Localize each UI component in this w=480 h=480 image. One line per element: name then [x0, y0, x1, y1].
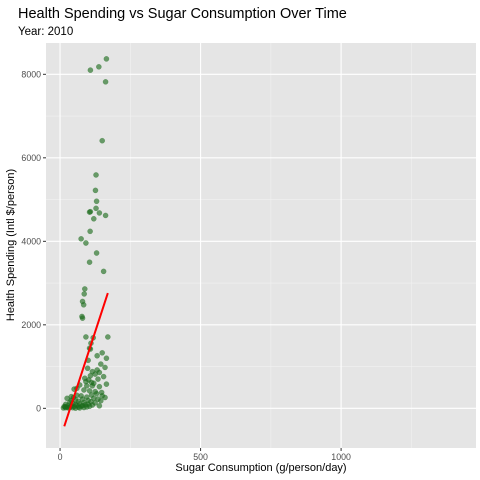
data-point	[84, 383, 90, 389]
data-point	[93, 198, 100, 204]
data-point	[105, 334, 111, 340]
data-point	[102, 79, 109, 85]
data-point	[87, 208, 94, 215]
data-point	[91, 216, 97, 222]
data-point	[87, 228, 93, 235]
x-axis-ticks: 0 500 1000	[58, 448, 351, 462]
data-point	[96, 383, 103, 390]
data-point	[103, 355, 110, 361]
data-point	[83, 334, 89, 340]
data-point	[93, 172, 99, 178]
data-point	[95, 376, 101, 382]
data-point	[80, 302, 87, 308]
x-tick-label: 1000	[331, 452, 351, 462]
data-point	[102, 394, 108, 401]
data-point	[87, 67, 94, 73]
data-point	[96, 210, 103, 216]
data-point	[93, 390, 100, 397]
data-point	[98, 398, 104, 404]
data-point	[103, 381, 110, 387]
y-tick-label: 6000	[21, 153, 41, 163]
data-point	[99, 350, 105, 356]
data-point	[72, 405, 79, 411]
y-axis-ticks: 0 2000 4000 6000 8000	[21, 69, 46, 413]
trend-line-group	[63, 292, 109, 427]
chart-title: Health Spending vs Sugar Consumption Ove…	[18, 6, 347, 22]
data-point	[98, 361, 104, 367]
data-point	[82, 286, 88, 292]
data-point	[102, 364, 108, 371]
y-tick-label: 0	[36, 403, 41, 413]
y-tick-label: 8000	[21, 69, 41, 79]
data-point	[79, 315, 86, 321]
data-point	[83, 240, 89, 246]
grid-major	[46, 43, 476, 448]
data-point	[94, 352, 100, 359]
data-point	[84, 365, 91, 372]
y-tick-label: 2000	[21, 320, 41, 330]
data-point	[81, 291, 87, 297]
data-point	[93, 205, 99, 212]
trend-line	[63, 292, 109, 427]
grid-minor	[46, 43, 476, 448]
data-point	[103, 56, 110, 62]
data-point	[86, 259, 93, 265]
x-tick-label: 500	[193, 452, 208, 462]
data-point	[81, 387, 87, 393]
data-point	[89, 383, 96, 389]
y-tick-label: 4000	[21, 236, 41, 246]
data-point	[100, 373, 107, 380]
data-point	[92, 187, 99, 194]
data-point	[99, 137, 105, 144]
data-point	[62, 404, 68, 410]
data-point	[100, 268, 107, 275]
chart-subtitle: Year: 2010	[18, 26, 74, 38]
y-axis-title: Health Spending (Intl $/person)	[5, 169, 17, 321]
x-axis-title: Sugar Consumption (g/person/day)	[175, 462, 346, 474]
data-point	[102, 212, 109, 219]
data-point	[78, 236, 84, 242]
x-tick-label: 0	[58, 452, 63, 462]
data-point	[92, 371, 98, 377]
data-point	[96, 403, 103, 409]
plot-panel	[46, 43, 476, 448]
data-point	[96, 64, 102, 70]
data-point	[93, 250, 100, 256]
